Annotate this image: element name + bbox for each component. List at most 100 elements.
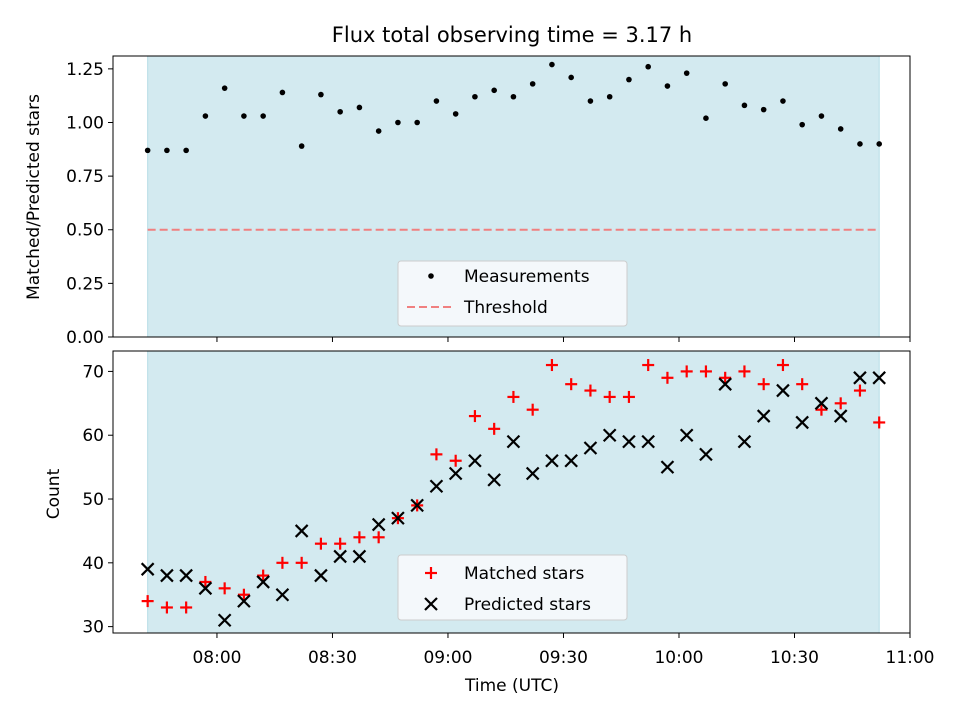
predicted-star-point <box>371 517 386 532</box>
count-y-axis-label: Count <box>44 468 64 519</box>
measurement-point <box>837 126 844 132</box>
ratio-y-tick-label: 1.25 <box>66 60 104 80</box>
matched-star-point <box>834 397 847 410</box>
matched-star-point <box>738 365 751 378</box>
ratio-x-ticks <box>216 337 911 342</box>
measurement-point <box>664 83 671 89</box>
measurement-point <box>433 98 440 104</box>
matched-star-point <box>661 371 674 384</box>
measurement-point <box>452 111 459 117</box>
measurement-point <box>183 147 189 154</box>
ratio-y-tick-label: 0.75 <box>66 167 104 187</box>
measurement-point <box>606 93 613 100</box>
predicted-star-point <box>448 466 463 481</box>
measurement-legend-label: Measurements <box>464 267 590 287</box>
predicted-star-point <box>275 587 290 602</box>
threshold-legend-label: Threshold <box>463 298 548 318</box>
predicted-star-point <box>179 568 193 583</box>
matched-star-point <box>295 556 308 569</box>
measurement-point <box>818 113 825 119</box>
x-tick-label: 08:00 <box>192 648 241 668</box>
matched-star-point <box>565 378 578 391</box>
predicted-star-points <box>140 371 886 628</box>
measurement-point <box>375 128 382 134</box>
predicted-star-point <box>294 524 309 538</box>
ratio-legend-box <box>397 260 628 327</box>
measurement-point <box>857 141 863 147</box>
count-y-tick-label: 70 <box>82 362 104 382</box>
matched-star-point <box>699 365 712 378</box>
measurement-point <box>510 93 517 100</box>
predicted-star-point <box>198 581 213 596</box>
matched-star-point <box>776 359 789 372</box>
chart-title: Flux total observing time = 3.17 h <box>332 23 692 47</box>
ratio-y-tick-label: 0.00 <box>66 328 104 348</box>
predicted-star-point <box>718 377 732 391</box>
matched-star-point <box>372 531 385 544</box>
predicted-star-point <box>391 511 405 525</box>
predicted-star-point <box>641 434 655 449</box>
measurement-point <box>279 89 286 96</box>
matched-star-point <box>526 403 539 416</box>
matched-star-point <box>680 365 693 378</box>
measurement-point <box>144 147 151 154</box>
predicted-star-point <box>583 441 598 455</box>
ratio-y-tick-label: 0.50 <box>66 221 104 241</box>
measurement-point <box>683 70 690 76</box>
matched-star-point <box>545 359 558 372</box>
predicted-star-point <box>545 453 559 468</box>
count-plot-frame <box>112 350 911 634</box>
predicted-star-point <box>410 498 424 513</box>
matched-star-point <box>622 390 635 403</box>
matched-star-point <box>353 531 366 544</box>
predicted-star-point <box>872 371 886 385</box>
predicted-star-point <box>737 434 752 449</box>
measurement-points <box>144 61 882 154</box>
measurement-point <box>356 104 363 111</box>
predicted-star-point <box>699 447 713 462</box>
matched-star-point <box>853 384 866 397</box>
ratio-y-axis-label: Matched/Predicted stars <box>24 94 44 300</box>
ratio-y-tick-label: 1.00 <box>66 113 104 133</box>
matched-star-point <box>757 378 770 391</box>
measurement-point <box>337 108 343 115</box>
ratio-panel: Flux total observing time = 3.17 h 0.00 0… <box>24 23 911 348</box>
x-tick-label: 08:30 <box>308 648 357 668</box>
ratio-legend: Measurements Threshold <box>397 260 628 327</box>
predicted-star-point <box>564 453 578 468</box>
measurement-point <box>645 63 651 70</box>
predicted-star-point <box>217 613 232 628</box>
matched-star-point <box>314 537 327 550</box>
matched-legend-label: Matched stars <box>464 564 584 584</box>
x-tick-label: 09:30 <box>539 648 588 668</box>
predicted-star-point <box>160 568 174 583</box>
matched-star-point <box>815 403 828 416</box>
matched-star-point <box>796 378 809 391</box>
predicted-star-point <box>622 434 636 449</box>
x-tick-label: 11:00 <box>886 648 935 668</box>
count-x-ticks: 08:00 08:30 09:00 09:30 10:00 10:30 11:00 <box>192 633 935 668</box>
measurement-point <box>395 119 401 126</box>
predicted-star-point <box>679 428 694 442</box>
measurement-point <box>298 143 305 149</box>
measurement-legend-marker <box>428 273 434 279</box>
count-y-tick-label: 30 <box>82 618 104 638</box>
predicted-star-point <box>814 396 829 411</box>
measurement-point <box>568 74 574 81</box>
predicted-star-point <box>602 428 617 442</box>
measurement-point <box>260 113 266 119</box>
matched-star-point <box>276 556 289 569</box>
measurement-point <box>780 98 786 104</box>
matched-star-point <box>488 422 501 435</box>
predicted-star-point <box>756 409 771 423</box>
predicted-star-point <box>352 549 367 564</box>
measurement-point <box>529 81 536 87</box>
ratio-y-tick-label: 0.25 <box>66 274 104 294</box>
predicted-star-point <box>256 575 270 589</box>
predicted-star-point <box>140 562 155 576</box>
matched-star-point <box>468 410 481 423</box>
predicted-star-point <box>468 453 482 468</box>
matched-star-point <box>199 575 212 588</box>
predicted-star-point <box>660 460 675 474</box>
